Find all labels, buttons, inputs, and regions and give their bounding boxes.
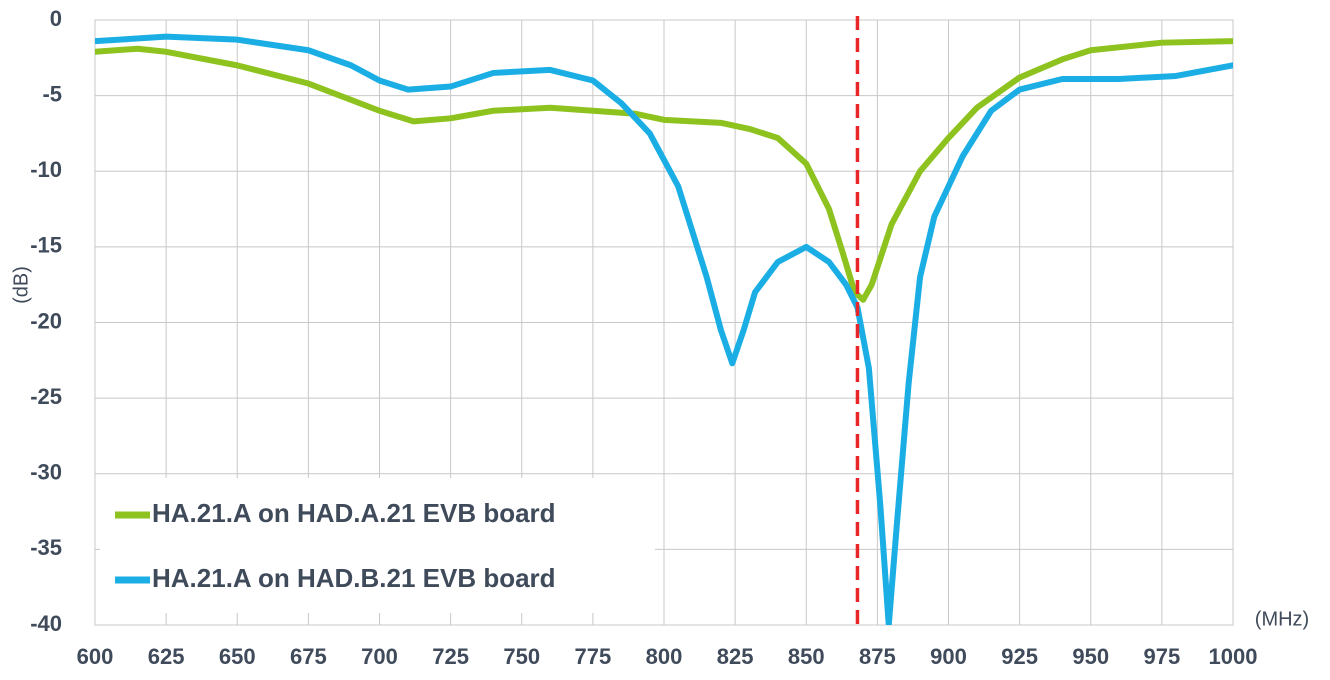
x-tick-label: 875 xyxy=(859,644,896,669)
y-tick-label: -35 xyxy=(30,535,62,560)
x-tick-label: 925 xyxy=(1001,644,1038,669)
x-axis-label: (MHz) xyxy=(1255,608,1309,630)
plot-lines xyxy=(95,33,1233,625)
y-tick-label: -10 xyxy=(30,157,62,182)
y-tick-label: -5 xyxy=(42,81,62,106)
x-tick-label: 800 xyxy=(646,644,683,669)
x-tick-label: 600 xyxy=(77,644,114,669)
x-tick-label: 1000 xyxy=(1209,644,1258,669)
x-tick-label: 775 xyxy=(575,644,612,669)
series-line xyxy=(95,38,1233,303)
x-tick-label: 650 xyxy=(219,644,256,669)
y-tick-label: 0 xyxy=(50,6,62,31)
y-tick-label: -30 xyxy=(30,460,62,485)
x-tick-label: 900 xyxy=(930,644,967,669)
legend-label: HA.21.A on HAD.A.21 EVB board xyxy=(152,498,556,528)
y-axis-label: (dB) xyxy=(10,266,32,304)
x-tick-label: 750 xyxy=(503,644,540,669)
x-tick-label: 725 xyxy=(432,644,469,669)
x-tick-label: 975 xyxy=(1144,644,1181,669)
legend-box xyxy=(100,478,655,613)
series-line xyxy=(95,33,1233,625)
y-tick-label: -20 xyxy=(30,308,62,333)
y-tick-label: -15 xyxy=(30,233,62,258)
y-tick-label: -25 xyxy=(30,384,62,409)
x-tick-label: 825 xyxy=(717,644,754,669)
x-tick-label: 700 xyxy=(361,644,398,669)
x-tick-label: 675 xyxy=(290,644,327,669)
legend-label: HA.21.A on HAD.B.21 EVB board xyxy=(152,563,556,593)
x-tick-label: 850 xyxy=(788,644,825,669)
x-tick-label: 625 xyxy=(148,644,185,669)
x-tick-label: 950 xyxy=(1072,644,1109,669)
y-tick-label: -40 xyxy=(30,611,62,636)
